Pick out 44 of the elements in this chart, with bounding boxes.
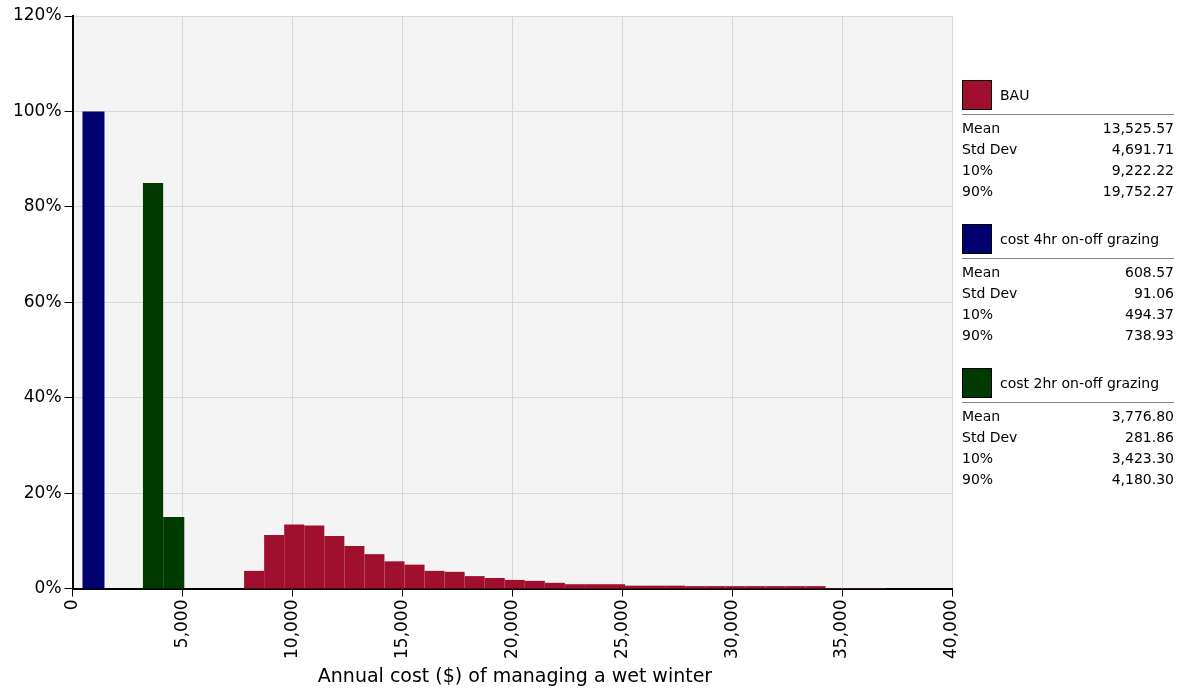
- x-tick-label: 30,000: [720, 599, 741, 659]
- text: 3,776.80: [1111, 407, 1174, 426]
- text: 10%: [962, 449, 994, 468]
- y-tick-label: 100%: [12, 99, 62, 120]
- text: 738.93: [1125, 326, 1174, 345]
- text: Mean: [962, 263, 1001, 282]
- text: 4,180.30: [1111, 470, 1174, 489]
- x-tick-label: 25,000: [610, 599, 631, 659]
- text: 10%: [962, 161, 994, 180]
- text: Std Dev: [962, 428, 1018, 447]
- text: Std Dev: [962, 140, 1018, 159]
- x-tick-label: 40,000: [940, 599, 961, 659]
- x-tick-label: 10,000: [280, 599, 301, 659]
- y-tick-label: 0%: [34, 576, 62, 597]
- text: 13,525.57: [1102, 119, 1174, 138]
- y-tick-label: 40%: [23, 386, 62, 407]
- y-tick-label: 120%: [12, 4, 62, 25]
- x-axis-title: Annual cost ($) of managing a wet winter: [316, 664, 714, 686]
- text: 90%: [962, 470, 994, 489]
- legend-label: cost 4hr on-off grazing: [1000, 231, 1160, 247]
- y-tick-label: 60%: [23, 290, 62, 311]
- text: 91.06: [1133, 284, 1174, 303]
- text: 90%: [962, 326, 994, 345]
- y-tick-label: 20%: [23, 481, 62, 502]
- x-tick-label: 0: [61, 599, 82, 611]
- text: Mean: [962, 119, 1001, 138]
- text: Std Dev: [962, 284, 1018, 303]
- text: 608.57: [1125, 263, 1174, 282]
- y-tick-label: 80%: [23, 195, 62, 216]
- x-tick-label: 20,000: [500, 599, 521, 659]
- text: 90%: [962, 182, 994, 201]
- text: 3,423.30: [1111, 449, 1174, 468]
- text: 9,222.22: [1111, 161, 1174, 180]
- text: 19,752.27: [1102, 182, 1174, 201]
- text: 281.86: [1125, 428, 1174, 447]
- text: 494.37: [1125, 305, 1174, 324]
- x-tick-label: 15,000: [390, 599, 411, 659]
- x-tick-label: 5,000: [170, 599, 191, 649]
- x-tick-label: 35,000: [830, 599, 851, 659]
- text: 10%: [962, 305, 994, 324]
- text: 4,691.71: [1111, 140, 1174, 159]
- legend-label: BAU: [1000, 87, 1030, 103]
- legend-label: cost 2hr on-off grazing: [1000, 375, 1160, 391]
- text: Mean: [962, 407, 1001, 426]
